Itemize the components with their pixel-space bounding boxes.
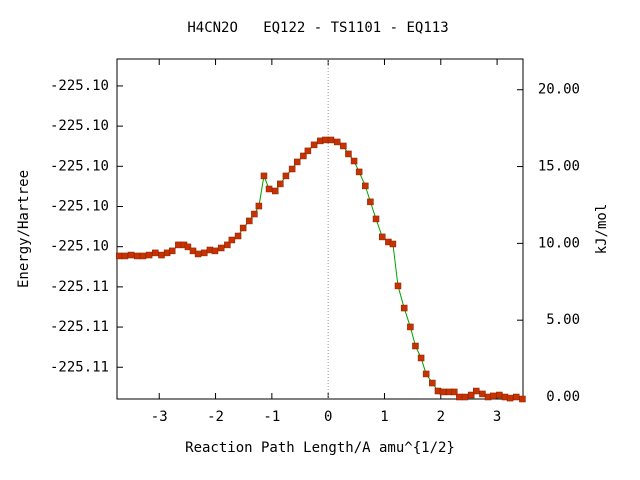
point — [400, 304, 408, 312]
point — [367, 198, 374, 206]
point — [304, 147, 312, 155]
point — [175, 241, 182, 249]
point — [355, 168, 363, 176]
point — [300, 152, 307, 160]
point — [224, 241, 231, 249]
point — [282, 172, 290, 180]
point — [184, 243, 192, 251]
point — [456, 393, 463, 401]
point — [429, 379, 436, 387]
point — [512, 393, 520, 401]
point — [322, 136, 329, 144]
y2-tick-label: 15.00 — [538, 159, 580, 175]
x-tick-label: 0 — [324, 409, 332, 425]
point — [234, 232, 242, 240]
x-tick-label: -2 — [207, 409, 224, 425]
point — [288, 165, 296, 173]
point — [327, 136, 335, 144]
point — [116, 252, 123, 260]
point — [422, 370, 430, 378]
point — [265, 185, 273, 193]
point — [194, 250, 202, 258]
y2-tick-label: 0.00 — [546, 389, 580, 405]
point — [461, 393, 469, 401]
y-tick-label: -225.10 — [50, 239, 109, 255]
point — [340, 142, 347, 150]
point — [139, 252, 147, 260]
y2-axis-label: kJ/mol — [594, 204, 610, 255]
y-tick-label: -225.11 — [50, 359, 109, 375]
x-axis-label: Reaction Path Length/A amu^{1/2} — [185, 440, 455, 456]
y-tick-label: -225.11 — [50, 279, 109, 295]
y-tick-label: -225.10 — [50, 158, 109, 174]
y2-tick-label: 5.00 — [546, 312, 580, 328]
chart-title: H4CN2O EQ122 - TS1101 - EQ113 — [187, 20, 448, 36]
point — [506, 394, 514, 402]
point — [310, 141, 318, 149]
point — [255, 202, 263, 210]
y-tick-label: -225.10 — [50, 78, 109, 94]
point — [145, 251, 153, 259]
y-tick-label: -225.11 — [50, 319, 109, 335]
point — [350, 157, 358, 165]
point — [127, 251, 135, 259]
point — [251, 210, 258, 218]
point — [362, 182, 369, 190]
point — [345, 150, 352, 158]
y2-tick-label: 20.00 — [538, 82, 580, 98]
point — [239, 224, 247, 232]
y-tick-label: -225.10 — [50, 198, 109, 214]
point — [134, 252, 141, 260]
y-tick-label: -225.10 — [50, 118, 109, 134]
point — [277, 180, 284, 188]
point — [407, 323, 414, 331]
point — [246, 217, 253, 225]
point — [473, 387, 480, 395]
point — [389, 240, 397, 248]
point — [378, 233, 386, 241]
point — [394, 282, 402, 290]
point — [479, 390, 486, 398]
point — [260, 172, 268, 180]
point — [467, 391, 475, 399]
point — [451, 388, 458, 396]
y2-tick-label: 10.00 — [538, 235, 580, 251]
point — [412, 342, 419, 350]
point — [168, 247, 176, 255]
point — [417, 354, 425, 362]
point — [158, 251, 165, 259]
point — [372, 215, 380, 223]
plot-frame — [116, 58, 524, 400]
point — [271, 187, 279, 195]
point — [217, 244, 225, 252]
point — [228, 236, 236, 244]
x-tick-label: -3 — [151, 409, 168, 425]
x-tick-label: -1 — [263, 409, 280, 425]
point — [211, 247, 219, 255]
point — [519, 395, 526, 403]
point — [333, 138, 341, 146]
point — [496, 391, 503, 399]
point — [293, 158, 301, 166]
x-tick-label: 1 — [380, 409, 388, 425]
point — [152, 249, 159, 257]
line-series — [119, 139, 523, 400]
point — [489, 392, 497, 400]
point — [439, 388, 447, 396]
y-axis-label: Energy/Hartree — [16, 170, 32, 288]
point — [121, 252, 129, 260]
point — [201, 249, 208, 257]
x-tick-label: 2 — [437, 409, 445, 425]
x-tick-label: 3 — [493, 409, 501, 425]
